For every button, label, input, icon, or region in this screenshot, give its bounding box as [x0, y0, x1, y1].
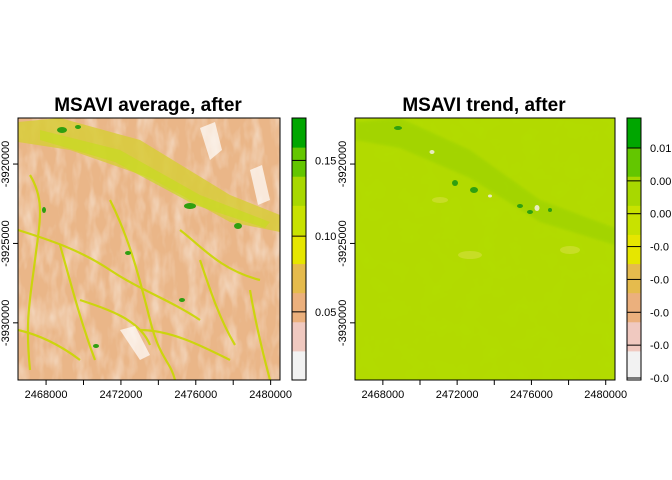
- legend-tick-label: 0.15: [315, 155, 336, 167]
- legend-swatch: [627, 321, 641, 352]
- legend-tick-label: -0.0: [650, 242, 669, 254]
- panel-msavi-average: MSAVI average, after: [0, 95, 336, 401]
- x-tick-label: 2476000: [174, 389, 217, 401]
- legend-tick-label: 0.05: [315, 307, 336, 319]
- y-tick-label: -3925000: [0, 220, 12, 267]
- raster-image: [355, 118, 615, 380]
- y-axis: -3920000 -3925000 -3930000: [0, 141, 19, 347]
- legend-swatch: [292, 292, 306, 323]
- legend-tick-label: -0.0: [650, 340, 669, 352]
- x-tick-label: 2472000: [100, 389, 143, 401]
- panel-msavi-trend: MSAVI trend, after: [337, 95, 671, 401]
- y-tick-label: -3930000: [337, 300, 349, 347]
- y-tick-label: -3920000: [337, 141, 349, 188]
- legend-swatch: [627, 263, 641, 294]
- chart-title: MSAVI average, after: [54, 95, 242, 116]
- y-tick-label: -3930000: [0, 300, 12, 347]
- legend-swatch: [627, 118, 641, 148]
- x-axis: 2468000 2472000 2476000 2480000: [361, 379, 627, 401]
- x-tick-label: 2476000: [510, 389, 553, 401]
- legend-swatch: [627, 350, 641, 381]
- x-tick-label: 2480000: [249, 389, 292, 401]
- chart-title: MSAVI trend, after: [402, 95, 566, 116]
- legend-swatch: [292, 350, 306, 381]
- legend-swatch: [627, 147, 641, 177]
- legend-swatch: [292, 147, 306, 177]
- legend-tick-label: -0.0: [650, 307, 669, 319]
- x-axis: 2468000 2472000 2476000 2480000: [25, 379, 292, 401]
- raster-image: [18, 118, 280, 380]
- y-tick-label: -3920000: [0, 141, 12, 188]
- legend-swatch: [292, 321, 306, 352]
- color-legend: 0.01 0.00 0.00 -0.0 -0.0 -0.0 -0.0 -0.0: [626, 117, 671, 385]
- legend-tick-label: -0.0: [650, 373, 669, 385]
- y-tick-label: -3925000: [337, 220, 349, 267]
- legend-tick-label: 0.00: [650, 209, 671, 221]
- x-tick-label: 2468000: [361, 389, 404, 401]
- legend-swatch: [292, 176, 306, 206]
- color-legend: 0.05 0.10 0.15: [291, 117, 336, 381]
- legend-swatch: [292, 263, 306, 294]
- legend-tick-label: 0.10: [315, 231, 336, 243]
- x-tick-label: 2480000: [584, 389, 627, 401]
- legend-swatch: [627, 205, 641, 235]
- legend-tick-label: 0.00: [650, 176, 671, 188]
- legend-tick-label: 0.01: [650, 143, 671, 155]
- legend-swatch: [292, 118, 306, 148]
- legend-swatch: [627, 234, 641, 265]
- legend-swatch: [627, 292, 641, 323]
- x-tick-label: 2472000: [436, 389, 479, 401]
- x-tick-label: 2468000: [25, 389, 68, 401]
- legend-swatch: [292, 234, 306, 265]
- legend-tick-label: -0.0: [650, 274, 669, 286]
- legend-swatch: [292, 205, 306, 235]
- legend-swatch: [627, 176, 641, 206]
- y-axis: -3920000 -3925000 -3930000: [337, 141, 356, 347]
